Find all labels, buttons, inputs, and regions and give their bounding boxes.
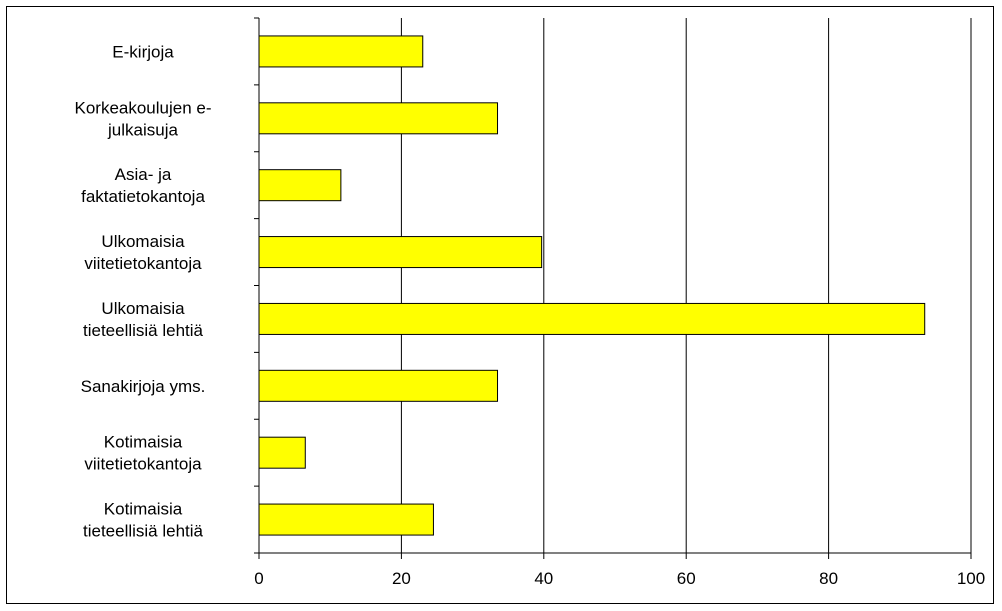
- x-tick-label-0: 0: [254, 569, 263, 588]
- category-label-2-line-1: faktatietokantoja: [81, 187, 205, 206]
- category-label-0-line-0: E-kirjoja: [112, 42, 174, 61]
- category-label-4-line-1: tieteellisiä lehtiä: [83, 321, 204, 340]
- bar-6: [258, 436, 306, 469]
- x-tick-label-40: 40: [534, 569, 553, 588]
- x-tick-label-80: 80: [819, 569, 838, 588]
- category-label-5-line-0: Sanakirjoja yms.: [81, 377, 206, 396]
- bar-0: [258, 35, 424, 68]
- category-label-3-line-1: viitetietokantoja: [84, 254, 202, 273]
- x-tick-label-60: 60: [677, 569, 696, 588]
- bar-3: [258, 236, 543, 269]
- category-label-1-line-1: julkaisuja: [107, 120, 178, 139]
- category-label-2-line-0: Asia- ja: [115, 165, 172, 184]
- category-label-6-line-0: Kotimaisia: [104, 433, 183, 452]
- category-label-7-line-0: Kotimaisia: [104, 500, 183, 519]
- bar-1: [258, 102, 499, 135]
- category-label-3-line-0: Ulkomaisia: [101, 232, 185, 251]
- bar-7: [258, 503, 434, 536]
- category-label-6-line-1: viitetietokantoja: [84, 455, 202, 474]
- x-tick-label-100: 100: [957, 569, 985, 588]
- category-label-4-line-0: Ulkomaisia: [101, 299, 185, 318]
- bar-4: [258, 302, 926, 335]
- category-label-1-line-0: Korkeakoulujen e-: [74, 98, 211, 117]
- x-tick-label-20: 20: [392, 569, 411, 588]
- bar-2: [258, 169, 342, 202]
- category-label-7-line-1: tieteellisiä lehtiä: [83, 522, 204, 541]
- bar-5: [258, 369, 499, 402]
